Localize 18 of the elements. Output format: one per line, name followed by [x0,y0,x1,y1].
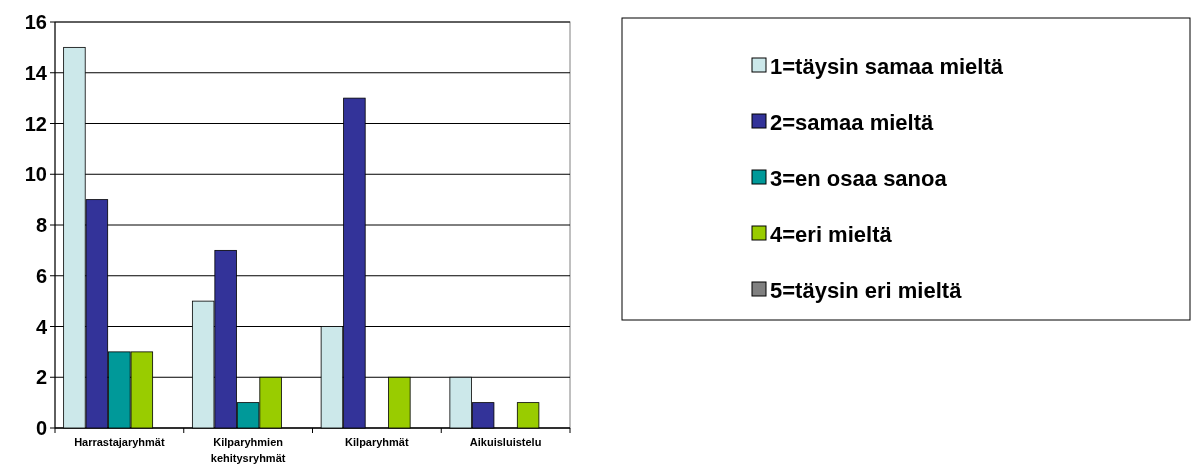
legend-label: 3=en osaa sanoa [770,165,948,191]
legend-label: 5=täysin eri mieltä [770,277,963,303]
y-tick-label: 12 [24,112,47,135]
x-tick-label: Kilparyhmät [345,436,409,448]
y-tick-label: 4 [35,315,48,338]
y-tick-label: 8 [35,214,47,236]
y-tick-label: 14 [24,61,48,84]
y-tick-label: 10 [24,163,47,186]
y-tick-label: 6 [35,264,47,287]
x-tick-label: Aikuisluistelu [469,436,542,448]
y-tick-label: 2 [35,366,47,389]
x-tick-label: Harrastajaryhmät [74,436,165,448]
y-tick-label: 0 [35,417,47,439]
y-tick-label: 16 [24,11,47,33]
x-tick-label: Kilparyhmien kehitysryhmät [210,436,286,464]
legend-label: 1=täysin samaa mieltä [770,53,1004,79]
legend-label: 4=eri mieltä [770,221,893,247]
legend-label: 2=samaa mieltä [770,109,935,135]
